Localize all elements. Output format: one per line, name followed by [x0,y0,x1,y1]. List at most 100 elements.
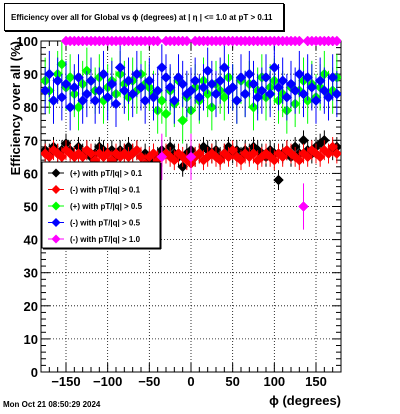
legend-label: (-) with pT/|q| > 0.5 [70,219,141,228]
data-point [243,68,255,80]
data-point [227,144,239,156]
data-point [193,91,205,103]
data-point [106,78,118,90]
data-point [43,68,55,80]
data-point [156,95,168,106]
data-point [193,148,205,159]
x-tick-label: −100 [93,374,122,389]
data-point [327,72,339,83]
data-point [323,148,334,159]
legend-marker [51,234,61,244]
data-layer [41,35,341,230]
x-tick-label: 150 [305,374,327,389]
data-point [189,75,201,87]
data-point [41,85,51,97]
data-point [143,75,155,87]
data-point [273,81,284,93]
legend-label: (+) with pT/|q| > 0.5 [70,202,143,211]
data-point [248,78,259,90]
x-axis-label: ϕ (degrees) [269,393,341,408]
data-point [85,75,97,87]
data-point [223,151,234,163]
data-point [56,91,68,103]
x-tick-label: 0 [187,374,194,389]
data-point [306,81,318,93]
series-2 [41,136,341,174]
legend-marker [51,168,61,178]
data-point [302,72,314,83]
data-point [89,95,101,106]
data-point [135,81,147,93]
data-point [310,95,322,106]
data-point [202,65,214,77]
x-tick-label: −50 [138,374,160,389]
data-point [48,95,59,106]
data-point [281,91,293,103]
data-point [227,81,239,93]
x-tick-label: 100 [263,374,285,389]
data-point [218,62,230,73]
data-point [152,85,164,97]
data-point [314,75,326,87]
data-point [327,141,339,153]
data-point [156,151,168,163]
data-point [260,72,272,83]
data-point [127,88,139,100]
data-point [181,35,193,47]
y-tick-label: 60 [24,166,38,181]
data-point [131,144,143,156]
series-5 [60,35,341,230]
data-point [293,154,305,166]
data-point [198,81,209,93]
data-point [139,95,151,106]
data-point [185,151,197,163]
data-point [331,148,341,159]
series-4 [41,44,341,131]
legend-label: (+) with pT/|q| > 0.1 [70,169,143,178]
data-point [56,58,68,70]
data-point [93,85,105,97]
y-tick-label: 90 [24,67,38,82]
data-point [110,98,122,110]
data-point [256,85,268,97]
chart-title: Efficiency over all for Global vs ϕ (deg… [11,13,273,22]
data-point [156,62,168,73]
data-point [64,72,76,83]
data-point [77,95,89,106]
data-point [160,72,172,83]
data-point [298,88,309,100]
data-point [231,95,243,106]
data-point [277,75,289,87]
data-point [298,201,309,212]
data-point [85,148,97,159]
data-point [64,101,76,113]
data-point [41,148,51,159]
data-point [123,75,134,87]
data-point [177,78,189,90]
y-tick-label: 80 [24,100,38,115]
data-point [185,85,197,97]
data-point [318,85,330,97]
data-point [273,174,284,186]
x-tick-label: 50 [225,374,239,389]
data-point [173,72,184,83]
timestamp: Mon Oct 21 08:50:29 2024 [3,400,101,409]
data-point [73,72,84,83]
data-point [68,81,80,93]
data-point [252,91,264,103]
legend-label: (-) with pT/|q| > 1.0 [70,235,141,244]
data-point [98,68,109,80]
y-tick-label: 50 [24,200,38,215]
legend-marker [51,185,61,194]
data-point [177,115,189,126]
data-point [331,35,341,47]
data-point [160,108,172,120]
data-point [168,95,180,106]
data-point [293,35,305,47]
data-point [131,68,143,80]
data-point [277,151,289,163]
data-point [118,85,130,97]
data-point [302,151,314,163]
data-point [218,91,230,103]
legend: (+) with pT/|q| > 0.1 (-) with pT/|q| > 0… [41,161,162,250]
